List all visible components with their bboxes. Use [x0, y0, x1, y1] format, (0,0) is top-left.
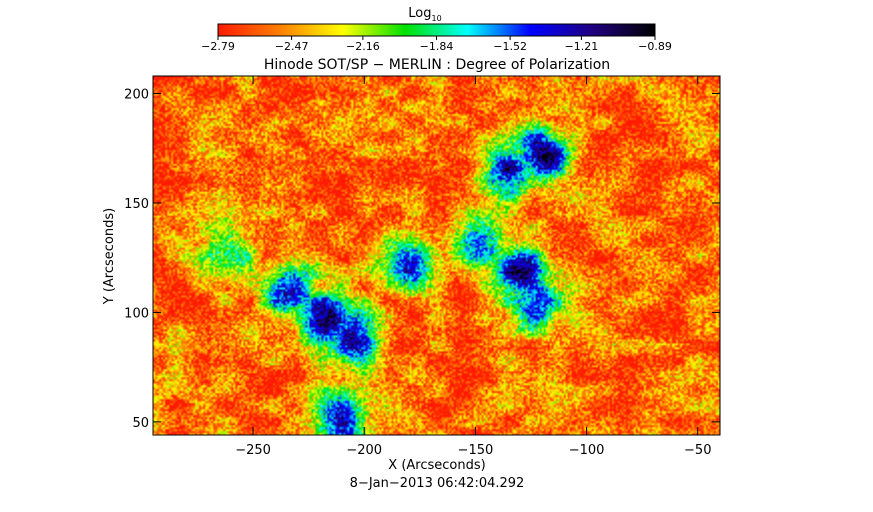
y-tick-label: 100	[124, 306, 149, 321]
colorbar-tick-label: −1.21	[565, 40, 599, 53]
colorbar-tick-label: −2.47	[275, 40, 309, 53]
colorbar-label-sub: 10	[432, 14, 442, 23]
y-tick-label: 50	[132, 416, 149, 431]
y-axis-ticks: 50 100 150 200	[124, 88, 720, 431]
colorbar-bar	[217, 23, 656, 37]
plot-frame	[152, 75, 721, 436]
x-tick-label: −50	[684, 443, 711, 458]
colorbar-tick-label: −1.84	[420, 40, 454, 53]
x-tick-label: −200	[346, 443, 382, 458]
chart-title: Hinode SOT/SP − MERLIN : Degree of Polar…	[264, 57, 610, 73]
colorbar-label: Log10	[408, 6, 441, 23]
colorbar-tick-label: −0.89	[638, 40, 672, 53]
colorbar-ticks: −2.79 −2.47 −2.16 −1.84 −1.52 −1.21 −0.89	[201, 36, 672, 53]
colorbar-tick-label: −2.16	[346, 40, 380, 53]
x-axis-label: X (Arcseconds)	[388, 458, 485, 473]
colorbar: Log10 −2.79 −2.47 −2.16 −1.84 −1.52 −1.21 −0.8…	[201, 6, 672, 53]
x-tick-label: −250	[235, 443, 271, 458]
x-axis-ticks: −250 −200 −150 −100 −50	[235, 76, 711, 458]
x-tick-label: −100	[569, 443, 605, 458]
y-axis-label: Y (Arcseconds)	[102, 208, 117, 305]
y-tick-label: 200	[124, 88, 149, 103]
observation-timestamp: 8−Jan−2013 06:42:04.292	[350, 476, 525, 491]
colorbar-tick-label: −1.52	[493, 40, 527, 53]
colorbar-label-main: Log	[408, 6, 431, 21]
y-tick-label: 150	[124, 197, 149, 212]
polarization-heatmap	[153, 76, 720, 435]
x-tick-label: −150	[458, 443, 494, 458]
colorbar-tick-label: −2.79	[201, 40, 235, 53]
